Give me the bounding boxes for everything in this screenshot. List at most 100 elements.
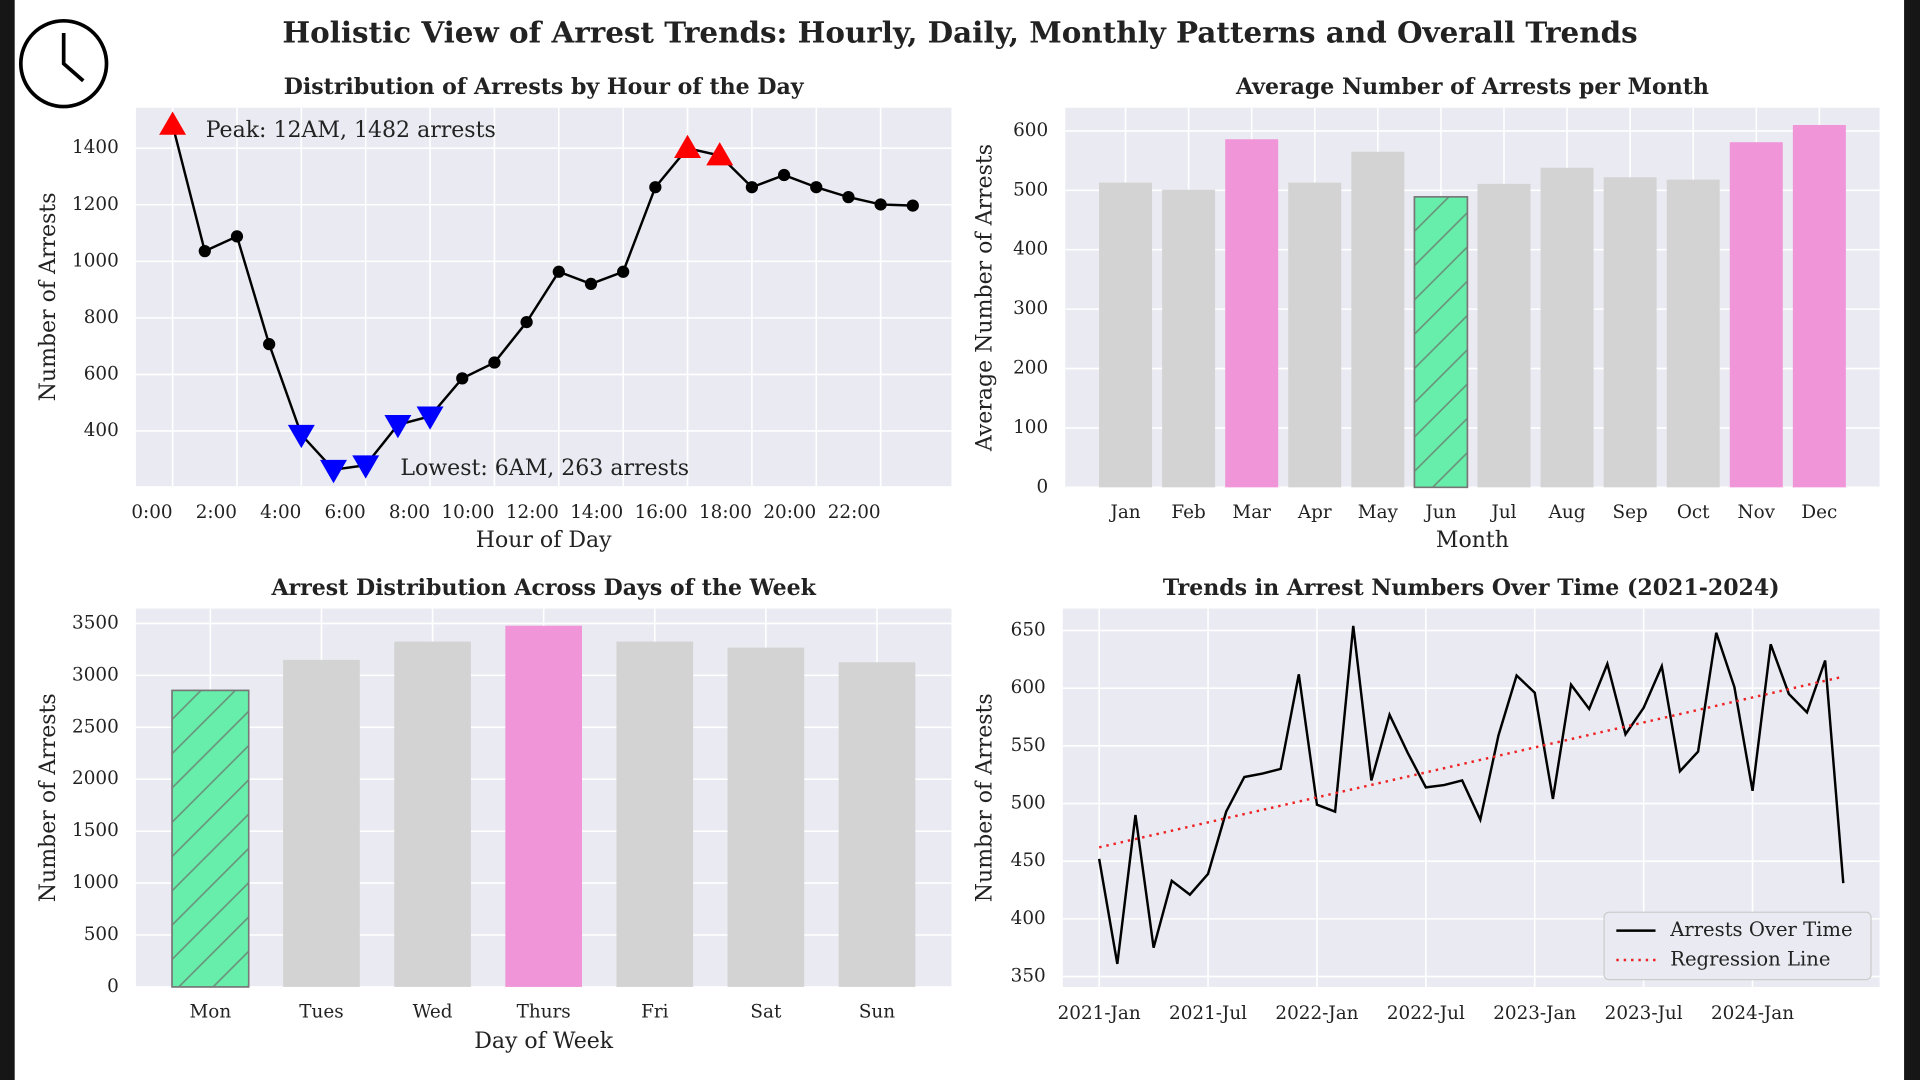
bar bbox=[1225, 139, 1279, 488]
y-tick-label: 100 bbox=[1013, 417, 1048, 438]
data-point bbox=[745, 181, 759, 194]
y-tick-label: 1400 bbox=[72, 137, 119, 158]
y-tick-label: 400 bbox=[1011, 908, 1046, 929]
y-tick-label: 600 bbox=[84, 363, 119, 384]
y-tick-label: 0 bbox=[107, 976, 119, 997]
bar bbox=[1288, 182, 1342, 488]
data-point bbox=[520, 315, 533, 329]
x-tick-label: 20:00 bbox=[763, 502, 816, 523]
x-tick-label: Mon bbox=[190, 1002, 232, 1023]
bar bbox=[616, 641, 694, 987]
x-tick-label: 10:00 bbox=[442, 502, 495, 523]
chart-panel: Arrest Distribution Across Days of the W… bbox=[36, 575, 952, 1054]
chart-panel: Distribution of Arrests by Hour of the D… bbox=[36, 74, 952, 553]
legend-box bbox=[1603, 911, 1872, 981]
y-tick-label: 0 bbox=[1036, 476, 1048, 497]
peak-marker bbox=[706, 142, 734, 166]
bar bbox=[727, 647, 805, 987]
bar bbox=[1540, 167, 1594, 488]
y-tick-label: 2500 bbox=[72, 716, 119, 737]
page-title: Holistic View of Arrest Trends: Hourly, … bbox=[282, 14, 1637, 49]
data-point bbox=[617, 265, 630, 278]
x-tick-label: Tues bbox=[299, 1002, 343, 1023]
y-tick-label: 800 bbox=[84, 307, 119, 328]
data-point bbox=[552, 265, 565, 278]
y-tick-label: 1000 bbox=[72, 250, 119, 271]
bar bbox=[838, 662, 916, 987]
regression-line bbox=[1098, 675, 1844, 849]
bar bbox=[1666, 179, 1720, 488]
bar bbox=[1351, 151, 1405, 488]
x-tick-label: Fri bbox=[641, 1002, 669, 1023]
y-tick-label: 500 bbox=[1011, 793, 1046, 814]
peak-marker bbox=[159, 111, 187, 135]
x-tick-label: Thurs bbox=[517, 1002, 571, 1023]
x-tick-label: 2024-Jan bbox=[1711, 1003, 1794, 1024]
x-tick-label: Feb bbox=[1171, 502, 1205, 523]
low-marker bbox=[352, 455, 380, 479]
x-tick-label: Oct bbox=[1677, 502, 1710, 523]
x-tick-label: Sep bbox=[1613, 502, 1648, 523]
bar bbox=[1792, 124, 1846, 488]
data-point bbox=[874, 198, 887, 211]
y-axis-label: Number of Arrests bbox=[36, 693, 61, 902]
bar bbox=[1099, 182, 1153, 488]
y-tick-label: 3500 bbox=[72, 612, 119, 633]
data-point bbox=[456, 372, 469, 385]
bar bbox=[1603, 177, 1657, 488]
y-axis-label: Number of Arrests bbox=[36, 192, 61, 401]
y-tick-label: 600 bbox=[1011, 677, 1046, 698]
chart-panel: Average Number of Arrests per Month 0 100 2… bbox=[973, 74, 1880, 553]
bar bbox=[283, 659, 360, 987]
x-tick-label: Sun bbox=[859, 1002, 895, 1023]
annotation: Lowest: 6AM, 263 arrests bbox=[400, 456, 689, 481]
x-tick-label: Nov bbox=[1738, 502, 1776, 523]
x-tick-label: 2022-Jul bbox=[1387, 1003, 1465, 1024]
y-tick-label: 300 bbox=[1013, 298, 1048, 319]
low-marker bbox=[384, 414, 412, 439]
x-tick-label: 2022-Jan bbox=[1275, 1003, 1358, 1024]
chart-title: Arrest Distribution Across Days of the W… bbox=[270, 575, 816, 601]
chart-title: Distribution of Arrests by Hour of the D… bbox=[284, 74, 805, 100]
y-tick-label: 650 bbox=[1011, 619, 1046, 640]
legend-label: Arrests Over Time bbox=[1669, 918, 1852, 941]
x-tick-label: 2023-Jul bbox=[1605, 1003, 1683, 1024]
data-point bbox=[230, 230, 244, 243]
y-tick-label: 400 bbox=[1013, 239, 1048, 260]
low-marker bbox=[287, 424, 315, 449]
bar-hatch bbox=[1413, 196, 1469, 489]
bar bbox=[1162, 189, 1216, 488]
y-tick-label: 400 bbox=[84, 420, 119, 441]
bar bbox=[1729, 142, 1783, 488]
y-axis-label: Number of Arrests bbox=[973, 693, 998, 902]
data-point bbox=[777, 168, 791, 182]
chart-title: Trends in Arrest Numbers Over Time (2021… bbox=[1163, 575, 1780, 601]
annotation: Peak: 12AM, 1482 arrests bbox=[206, 118, 496, 143]
y-tick-label: 350 bbox=[1011, 966, 1046, 987]
bar bbox=[505, 625, 583, 987]
x-tick-label: 0:00 bbox=[131, 502, 172, 523]
data-point bbox=[263, 338, 276, 351]
x-tick-label: 2021-Jul bbox=[1169, 1003, 1247, 1024]
clock-icon bbox=[18, 18, 109, 109]
x-tick-label: 2021-Jan bbox=[1058, 1003, 1141, 1024]
y-axis-label: Average Number of Arrests bbox=[973, 144, 998, 452]
x-tick-label: Mar bbox=[1232, 502, 1271, 523]
x-tick-label: 6:00 bbox=[324, 502, 365, 523]
data-line bbox=[1097, 625, 1845, 965]
y-tick-label: 2000 bbox=[72, 768, 119, 789]
chart-panel: Trends in Arrest Numbers Over Time (2021… bbox=[973, 575, 1880, 1024]
x-tick-label: 16:00 bbox=[635, 502, 688, 523]
right-edge bbox=[1904, 0, 1920, 1080]
bar bbox=[394, 641, 471, 987]
x-tick-label: 22:00 bbox=[828, 502, 881, 523]
y-tick-label: 3000 bbox=[72, 664, 119, 685]
bar bbox=[1477, 183, 1531, 488]
y-tick-label: 600 bbox=[1013, 120, 1048, 141]
legend: Arrests Over Time Regression Line bbox=[1603, 911, 1872, 981]
x-tick-label: Jan bbox=[1108, 502, 1140, 523]
legend-label: Regression Line bbox=[1670, 948, 1830, 971]
data-point bbox=[842, 190, 855, 204]
x-tick-label: Apr bbox=[1297, 502, 1332, 523]
